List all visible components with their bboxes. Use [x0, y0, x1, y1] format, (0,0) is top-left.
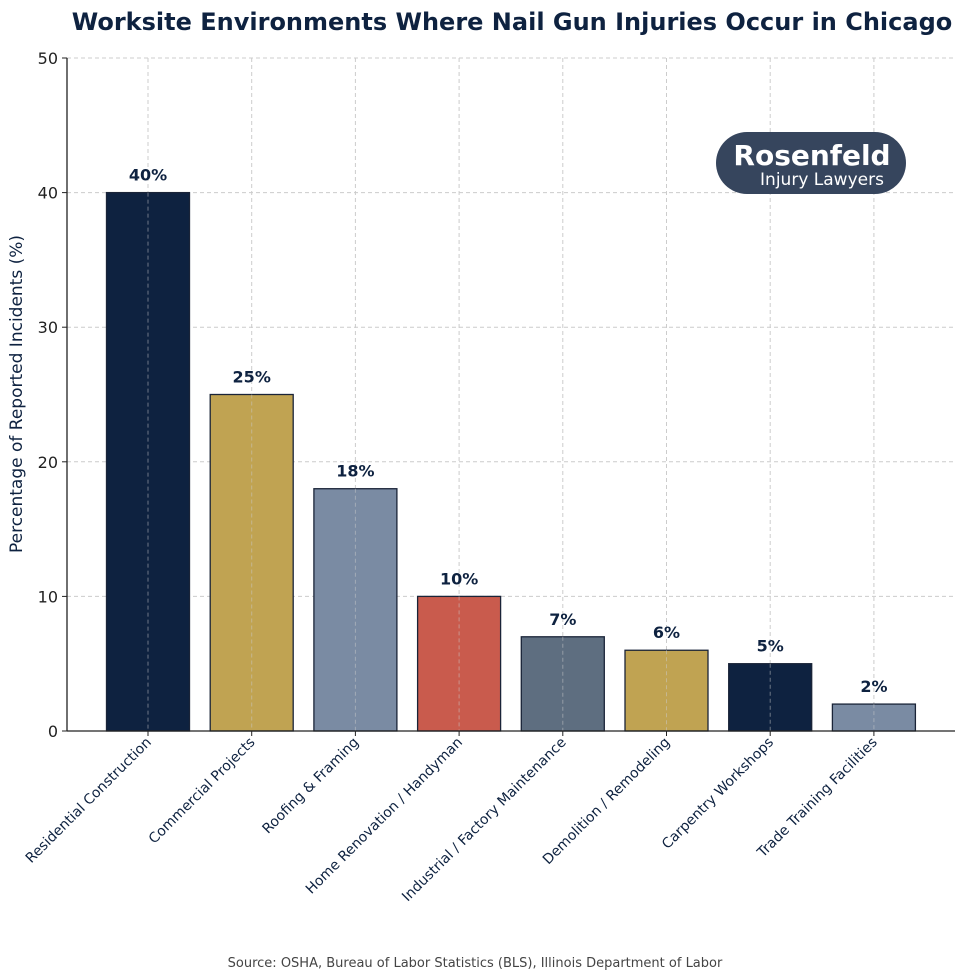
logo-badge: [716, 132, 906, 194]
data-label: 40%: [129, 166, 167, 185]
data-label: 25%: [233, 368, 271, 387]
x-tick-label: Roofing & Framing: [259, 735, 362, 838]
source-note: Source: OSHA, Bureau of Labor Statistics…: [228, 956, 723, 971]
x-tick-label: Residential Construction: [23, 735, 155, 867]
y-tick-label: 40: [38, 184, 58, 203]
logo: Rosenfeld Injury Lawyers: [716, 132, 906, 194]
data-label: 2%: [860, 677, 887, 696]
data-label: 7%: [549, 610, 576, 629]
y-tick-label: 50: [38, 49, 58, 68]
x-tick-label: Commercial Projects: [146, 735, 259, 848]
data-label: 5%: [757, 637, 784, 656]
y-tick-label: 0: [48, 722, 58, 741]
x-tick-label: Carpentry Workshops: [659, 735, 777, 853]
y-tick-label: 20: [38, 453, 58, 472]
y-tick-label: 30: [38, 318, 58, 337]
chart-title: Worksite Environments Where Nail Gun Inj…: [72, 8, 953, 36]
y-axis-label: Percentage of Reported Incidents (%): [7, 235, 27, 553]
data-label: 10%: [440, 569, 478, 588]
bar: [624, 649, 709, 732]
data-label: 18%: [336, 462, 374, 481]
x-tick-label: Industrial / Factory Maintenance: [399, 735, 569, 905]
bars: 40% 25% 18% 10% 7% 6% 5% 2%: [105, 166, 917, 732]
logo-line1: Rosenfeld: [733, 139, 890, 172]
data-label: 6%: [653, 623, 680, 642]
y-tick-label: 10: [38, 587, 58, 606]
x-tick-label: Trade Training Facilities: [754, 735, 881, 862]
logo-line2: Injury Lawyers: [760, 170, 884, 190]
